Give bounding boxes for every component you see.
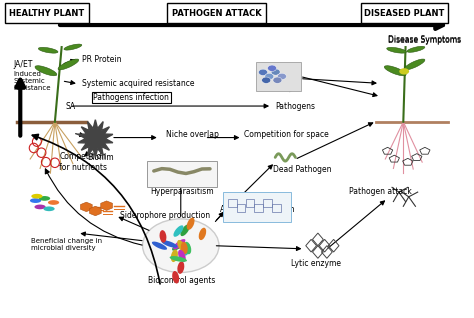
Ellipse shape <box>152 242 167 250</box>
Text: HEALTHY PLANT: HEALTHY PLANT <box>9 9 85 18</box>
Bar <box>228 199 237 207</box>
Text: Pathogens: Pathogens <box>275 101 315 111</box>
Text: Hyperparasitism: Hyperparasitism <box>150 187 214 196</box>
Ellipse shape <box>384 66 406 76</box>
Ellipse shape <box>181 225 190 236</box>
FancyBboxPatch shape <box>167 3 266 24</box>
Text: Dead Pathogen: Dead Pathogen <box>273 165 331 174</box>
Text: Systemic acquired resistance: Systemic acquired resistance <box>82 80 194 88</box>
Text: JA/ET: JA/ET <box>13 60 32 69</box>
Ellipse shape <box>173 239 185 249</box>
FancyBboxPatch shape <box>223 192 291 222</box>
Ellipse shape <box>35 66 57 76</box>
Text: Siderophore production: Siderophore production <box>120 211 210 220</box>
Circle shape <box>271 69 280 75</box>
Bar <box>246 199 254 207</box>
Ellipse shape <box>177 240 186 252</box>
Ellipse shape <box>387 47 406 53</box>
Ellipse shape <box>183 243 190 256</box>
Text: Beneficial change in
microbial diversity: Beneficial change in microbial diversity <box>31 238 102 251</box>
Ellipse shape <box>30 198 41 203</box>
Ellipse shape <box>48 200 59 205</box>
Circle shape <box>265 73 274 80</box>
Text: Competition for space: Competition for space <box>244 130 328 139</box>
FancyBboxPatch shape <box>5 3 89 24</box>
Text: Biocontrol agents: Biocontrol agents <box>148 276 215 285</box>
Ellipse shape <box>172 241 185 251</box>
Polygon shape <box>78 120 113 157</box>
Circle shape <box>277 73 286 80</box>
Ellipse shape <box>181 242 188 254</box>
Text: Induced
Systemic
Resistance: Induced Systemic Resistance <box>13 71 51 91</box>
Ellipse shape <box>407 46 425 52</box>
Text: PATHOGEN ATTACK: PATHOGEN ATTACK <box>172 9 262 18</box>
Ellipse shape <box>64 44 82 50</box>
Ellipse shape <box>199 228 206 240</box>
Text: SA: SA <box>65 101 75 111</box>
Text: Pathogens infection: Pathogens infection <box>93 93 169 102</box>
Ellipse shape <box>31 194 43 198</box>
Text: Pathogen attack: Pathogen attack <box>348 187 411 196</box>
FancyBboxPatch shape <box>361 3 448 24</box>
Ellipse shape <box>177 261 184 274</box>
Ellipse shape <box>399 68 409 74</box>
Text: Lytic enzyme: Lytic enzyme <box>291 259 341 268</box>
Circle shape <box>143 219 219 273</box>
Text: Niche overlap: Niche overlap <box>166 130 219 139</box>
Bar <box>264 199 272 207</box>
Text: DISEASED PLANT: DISEASED PLANT <box>364 9 445 18</box>
Ellipse shape <box>162 240 177 248</box>
Text: Disease Symptoms: Disease Symptoms <box>388 35 461 44</box>
Bar <box>237 204 245 212</box>
FancyBboxPatch shape <box>256 62 301 91</box>
Text: Disease Symptoms: Disease Symptoms <box>388 36 461 45</box>
Ellipse shape <box>404 59 425 70</box>
FancyArrowPatch shape <box>32 135 160 284</box>
Ellipse shape <box>184 242 191 254</box>
Circle shape <box>258 69 267 75</box>
Circle shape <box>267 65 276 71</box>
Ellipse shape <box>178 250 186 262</box>
Text: Competition
for nutrients: Competition for nutrients <box>59 152 108 172</box>
Ellipse shape <box>170 256 187 262</box>
FancyArrowPatch shape <box>46 169 142 245</box>
Circle shape <box>262 77 271 83</box>
Text: Biofilm: Biofilm <box>87 153 114 162</box>
Bar <box>255 204 263 212</box>
Ellipse shape <box>38 47 58 53</box>
Text: PR Protein: PR Protein <box>82 55 121 64</box>
Ellipse shape <box>187 218 194 230</box>
Ellipse shape <box>171 250 178 262</box>
Ellipse shape <box>173 225 183 237</box>
Circle shape <box>273 77 282 83</box>
Bar <box>273 204 281 212</box>
Ellipse shape <box>160 230 166 243</box>
Ellipse shape <box>35 204 46 209</box>
Ellipse shape <box>44 206 55 211</box>
FancyBboxPatch shape <box>147 161 217 187</box>
Ellipse shape <box>39 196 50 201</box>
Ellipse shape <box>58 59 79 70</box>
Ellipse shape <box>172 271 179 284</box>
Text: Antibiotic secretion: Antibiotic secretion <box>220 205 294 214</box>
